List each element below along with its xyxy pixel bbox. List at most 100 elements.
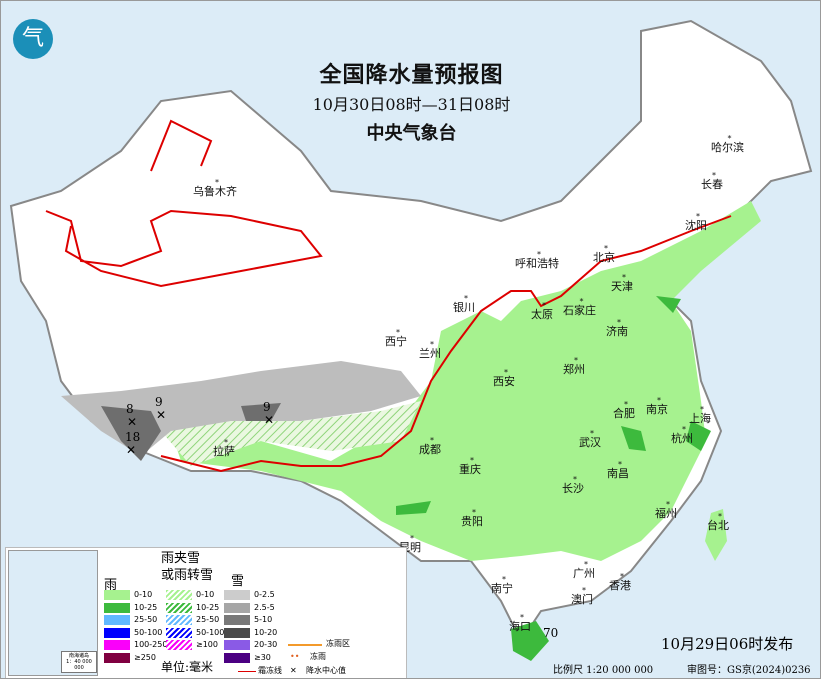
precip-center-value: 18 — [125, 430, 141, 444]
rain-legend-swatch — [104, 640, 130, 650]
city-label: 海口 — [509, 614, 531, 633]
rain-legend-swatch — [104, 590, 130, 600]
city-label: 南宁 — [491, 576, 513, 595]
snow-legend-swatch — [224, 602, 250, 613]
city-label: 福州 — [655, 501, 677, 520]
snow-heavy — [101, 403, 281, 461]
mixed-legend-swatch — [166, 640, 192, 650]
city-label: 济南 — [606, 319, 628, 338]
snow-legend-label: 20-30 — [254, 640, 278, 649]
map-title: 全国降水量预报图 — [319, 62, 504, 88]
rain-legend-swatch — [104, 652, 130, 663]
precip-center-value: 8 — [126, 402, 134, 416]
city-label: 香港 — [609, 573, 631, 592]
rain-legend-label: 0-10 — [134, 590, 153, 599]
rain-legend-swatch — [104, 602, 130, 613]
mixed-legend-label: 50-100 — [196, 627, 225, 637]
city-label: 沈阳 — [685, 213, 707, 232]
forecast-period: 10月30日08时—31日08时 — [312, 95, 511, 114]
cross-icon: ✕ — [127, 415, 138, 429]
precip-center-label: 降水中心值 — [306, 666, 346, 675]
logo-text: 气 — [21, 26, 44, 51]
precip-center-value: 9 — [155, 395, 163, 409]
mixed-legend-label: 25-50 — [196, 615, 220, 624]
rain-legend-swatch — [104, 627, 130, 638]
mixed-legend-label: 10-25 — [196, 602, 220, 612]
city-label: 成都 — [419, 437, 441, 456]
rain-legend-swatch — [104, 615, 130, 625]
city-label: 武汉 — [579, 430, 601, 449]
cross-icon: ✕ — [126, 443, 137, 457]
frost-line-swatch — [238, 671, 256, 672]
mixed-legend-label: 0-10 — [196, 590, 215, 599]
city-label: 郑州 — [563, 357, 585, 376]
city-label: 乌鲁木齐 — [193, 179, 237, 198]
rain-legend-label: 10-25 — [134, 602, 158, 612]
city-label: 太原 — [531, 302, 553, 321]
city-label: 台北 — [707, 513, 729, 532]
city-label: 西安 — [493, 369, 515, 388]
rain-legend-label: 25-50 — [134, 615, 158, 624]
city-label: 贵阳 — [461, 509, 483, 528]
unit-label: 单位:毫米 — [161, 660, 214, 674]
freezing-rain-label: 冻雨 — [310, 652, 326, 661]
snow-legend-swatch — [224, 627, 250, 638]
taiwan — [705, 509, 727, 561]
inset-title: 南海诸岛 — [68, 653, 89, 659]
city-label: 天津 — [611, 274, 633, 293]
city-label: 广州 — [573, 561, 595, 580]
snow-legend-label: 5-10 — [254, 615, 273, 624]
issue-time: 10月29日06时发布 — [661, 635, 794, 653]
snow-title: 雪 — [231, 574, 245, 589]
rain-legend-label: 50-100 — [134, 627, 163, 637]
city-label: 重庆 — [459, 457, 481, 476]
city-label: 石家庄 — [563, 298, 596, 317]
precip-center-value: 9 — [263, 400, 271, 414]
snow-legend-swatch — [224, 652, 250, 663]
snow-legend-swatch — [224, 590, 250, 600]
snow-legend-label: 2.5-5 — [254, 602, 275, 612]
mixed-title: 雨夹雪 或雨转雪 — [161, 551, 214, 583]
city-label: 澳门 — [571, 587, 593, 606]
snow-legend-label: ≥30 — [254, 652, 271, 662]
frost-line-label: 霜冻线 — [258, 666, 282, 675]
snow-legend-swatch — [224, 615, 250, 625]
freezing-rain-area-swatch — [288, 644, 322, 646]
cross-icon: ✕ — [264, 413, 275, 427]
mixed-legend-swatch — [166, 590, 192, 600]
cross-icon: ✕ — [156, 408, 167, 422]
precip-center-value: 70 — [543, 626, 559, 640]
freezing-rain-area-label: 冻雨区 — [326, 639, 350, 648]
rain-legend-label: 100-250 — [134, 640, 168, 649]
mixed-legend-swatch — [166, 602, 192, 613]
city-label: 长沙 — [562, 476, 584, 495]
city-label: 北京 — [593, 245, 615, 264]
city-label: 南京 — [646, 397, 668, 416]
city-label: 拉萨 — [213, 439, 235, 458]
city-label: 银川 — [453, 295, 475, 314]
south-china-sea-inset: 南海诸岛 1：40 000 000 — [8, 550, 98, 676]
rain-legend-label: ≥250 — [134, 652, 156, 662]
inset-label: 南海诸岛 1：40 000 000 — [61, 651, 97, 673]
snow-legend-label: 10-20 — [254, 627, 278, 637]
city-label: 杭州 — [671, 426, 693, 445]
freezing-rain-icon: •• — [290, 652, 300, 661]
rain-title: 雨 — [104, 578, 118, 593]
cross-icon: ✕ — [290, 666, 297, 675]
mixed-legend-label: ≥100 — [196, 640, 218, 649]
map-scale: 比例尺 1:20 000 000 — [553, 665, 654, 676]
snow-legend-label: 0-2.5 — [254, 590, 275, 599]
mixed-legend-swatch — [166, 627, 192, 638]
agency: 中央气象台 — [366, 123, 457, 144]
city-label: 合肥 — [613, 401, 635, 420]
inset-scale: 1：40 000 000 — [66, 659, 92, 671]
map-approval-number: 审图号：GS京(2024)0236号 — [687, 665, 811, 676]
city-label: 南昌 — [607, 461, 629, 480]
cma-logo: 气 — [13, 19, 53, 59]
city-label: 呼和浩特 — [515, 251, 559, 270]
city-label: 哈尔滨 — [711, 135, 744, 154]
city-label: 长春 — [701, 172, 723, 191]
snow-legend-swatch — [224, 640, 250, 650]
mixed-legend-swatch — [166, 615, 192, 625]
